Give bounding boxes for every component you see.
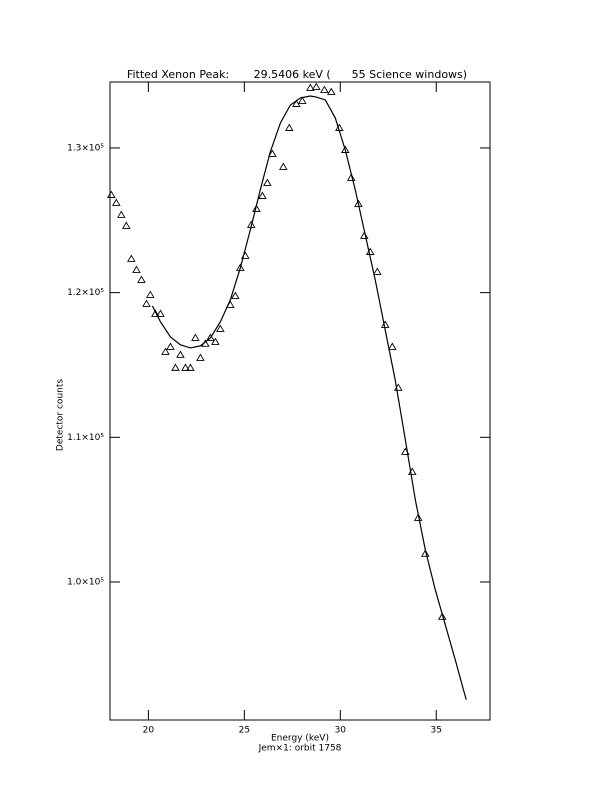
data-point (142, 299, 151, 307)
chart-title: Fitted Xenon Peak: 29.5406 keV ( 55 Scie… (127, 68, 467, 81)
data-point (326, 87, 336, 95)
data-point (127, 254, 136, 262)
data-point (161, 347, 170, 355)
data-point (341, 145, 350, 153)
data-point (196, 353, 205, 361)
data-point (312, 82, 321, 90)
data-point (306, 83, 315, 91)
plot-frame (109, 81, 491, 721)
data-point (211, 337, 220, 345)
data-point (181, 363, 190, 371)
data-point (151, 309, 160, 317)
y-tick-label: 1.3×10⁵ (67, 143, 104, 153)
data-point (122, 221, 131, 229)
data-point (346, 173, 356, 181)
x-axis-label: Energy (keV) (271, 734, 329, 744)
data-point (137, 275, 146, 283)
data-point (107, 190, 116, 198)
x-tick-label: 20 (143, 726, 155, 736)
data-point (258, 191, 267, 199)
data-point (156, 309, 165, 317)
data-point (263, 178, 272, 186)
data-point (284, 123, 294, 131)
data-point (132, 265, 141, 273)
x-tick-label: 35 (431, 726, 442, 736)
data-point (268, 149, 277, 157)
data-point (206, 333, 215, 341)
data-point (413, 513, 423, 521)
y-tick-label: 1.0×10⁵ (67, 577, 104, 587)
y-axis-label: Detector counts (56, 379, 66, 451)
data-point (421, 549, 430, 557)
data-point (186, 363, 195, 371)
y-tick-label: 1.1×10⁵ (67, 433, 104, 443)
data-point (146, 290, 155, 298)
data-point (176, 350, 185, 358)
data-point (292, 99, 301, 107)
data-point (112, 198, 121, 206)
data-point (236, 263, 245, 271)
data-point (216, 324, 225, 332)
fit-line (151, 95, 467, 700)
data-point (231, 291, 240, 299)
data-point (279, 162, 288, 170)
data-point (166, 342, 175, 350)
data-point (365, 247, 375, 255)
x-tick-label: 25 (239, 726, 250, 736)
data-point (171, 363, 180, 371)
data-point (388, 342, 397, 350)
data-point (191, 333, 200, 341)
data-point (360, 231, 369, 239)
y-tick-label: 1.2×10⁵ (67, 288, 104, 298)
subtitle: Jem×1: orbit 1758 (258, 744, 342, 754)
data-point (298, 96, 307, 104)
data-point (252, 204, 261, 212)
data-point (320, 85, 329, 93)
data-point (373, 267, 382, 275)
data-point (437, 612, 447, 620)
data-point (380, 320, 390, 328)
x-tick-label: 30 (335, 726, 347, 736)
data-point (117, 210, 126, 218)
